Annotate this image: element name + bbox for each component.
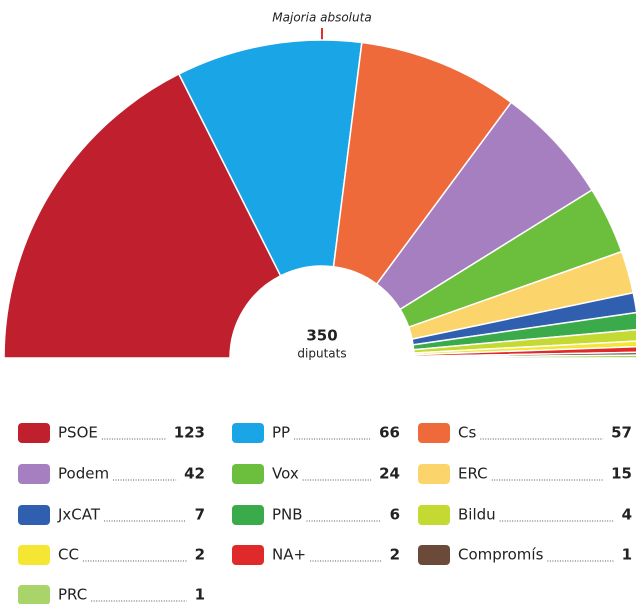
legend-name: PNB bbox=[272, 506, 303, 524]
seat-segment bbox=[332, 41, 513, 286]
legend-name: PP bbox=[272, 424, 290, 442]
legend-swatch bbox=[232, 545, 264, 565]
legend-swatch bbox=[18, 423, 50, 443]
seat-segment bbox=[177, 39, 363, 277]
legend-value: 24 bbox=[379, 465, 400, 483]
legend-value: 4 bbox=[622, 506, 632, 524]
legend-name: Bildu bbox=[458, 506, 496, 524]
legend-name: PRC bbox=[58, 586, 87, 604]
legend-swatch bbox=[18, 505, 50, 525]
legend-name: PSOE bbox=[58, 424, 98, 442]
total-label: diputats bbox=[297, 347, 346, 361]
legend-name: JxCAT bbox=[57, 506, 101, 524]
legend-name: Compromís bbox=[458, 546, 544, 564]
legend-swatch bbox=[418, 464, 450, 484]
legend-swatch bbox=[418, 423, 450, 443]
legend-swatch bbox=[18, 545, 50, 565]
legend-value: 2 bbox=[390, 546, 400, 564]
legend-name: NA+ bbox=[272, 546, 306, 564]
seat-segment bbox=[413, 354, 636, 359]
seat-segment bbox=[3, 73, 282, 359]
legend-swatch bbox=[418, 505, 450, 525]
legend-name: Vox bbox=[272, 465, 299, 483]
legend-name: Podem bbox=[58, 465, 109, 483]
legend-swatch bbox=[232, 505, 264, 525]
legend-swatch bbox=[232, 423, 264, 443]
legend-swatch bbox=[18, 585, 50, 604]
legend-value: 2 bbox=[195, 546, 205, 564]
legend-value: 6 bbox=[390, 506, 400, 524]
legend-value: 42 bbox=[184, 465, 205, 483]
legend-swatch bbox=[232, 464, 264, 484]
legend-name: ERC bbox=[458, 465, 488, 483]
legend-value: 15 bbox=[611, 465, 632, 483]
legend-name: Cs bbox=[458, 424, 476, 442]
legend-value: 57 bbox=[611, 424, 632, 442]
legend-name: CC bbox=[58, 546, 79, 564]
annotation: Majoria absoluta bbox=[272, 11, 371, 25]
legend-value: 7 bbox=[195, 506, 205, 524]
legend-swatch bbox=[18, 464, 50, 484]
legend-value: 66 bbox=[379, 424, 400, 442]
total: 350 bbox=[306, 327, 337, 345]
legend-swatch bbox=[418, 545, 450, 565]
legend-value: 1 bbox=[195, 586, 205, 604]
legend-value: 1 bbox=[622, 546, 632, 564]
legend-value: 123 bbox=[174, 424, 205, 442]
